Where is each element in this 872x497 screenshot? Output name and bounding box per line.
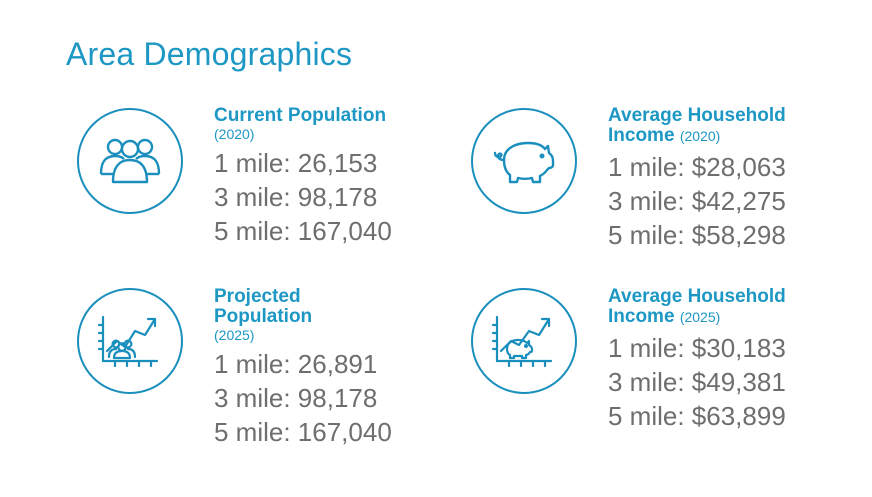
projected-population-year: (2025) (214, 327, 255, 343)
projected-population-1-mile: 1 mile: 26,891 (214, 349, 378, 379)
piggy-bank-icon (471, 108, 577, 214)
household-income-2020-5-mile: 5 mile: $58,298 (608, 220, 786, 250)
household-income-2025-heading-line1: Average Household (608, 286, 786, 307)
household-income-2020-year: (2020) (679, 128, 721, 144)
population-growth-chart-icon (77, 288, 183, 394)
household-income-2020-3-mile: 3 mile: $42,275 (608, 186, 786, 216)
current-population-1-mile: 1 mile: 26,153 (214, 148, 378, 178)
projected-population-heading: Projected Population (214, 286, 313, 327)
household-income-2025-year: (2025) (679, 309, 721, 325)
current-population-3-mile: 3 mile: 98,178 (214, 182, 378, 212)
current-population-heading: Current Population (214, 105, 387, 126)
household-income-2025-5-mile: 5 mile: $63,899 (608, 401, 786, 431)
current-population-5-mile: 5 mile: 167,040 (214, 216, 392, 246)
household-income-2020-1-mile: 1 mile: $28,063 (608, 152, 786, 182)
current-population-year: (2020) (214, 126, 255, 142)
income-growth-chart-icon (471, 288, 577, 394)
projected-population-5-mile: 5 mile: 167,040 (214, 417, 392, 447)
people-group-icon (77, 108, 183, 214)
page-title: Area Demographics (66, 36, 353, 72)
household-income-2020-heading-line1: Average Household (608, 105, 786, 126)
household-income-2025-heading-line2: Income (608, 306, 675, 327)
household-income-2025-3-mile: 3 mile: $49,381 (608, 367, 786, 397)
household-income-2020-heading-line2: Income (608, 125, 675, 146)
projected-population-3-mile: 3 mile: 98,178 (214, 383, 378, 413)
household-income-2025-1-mile: 1 mile: $30,183 (608, 333, 786, 363)
